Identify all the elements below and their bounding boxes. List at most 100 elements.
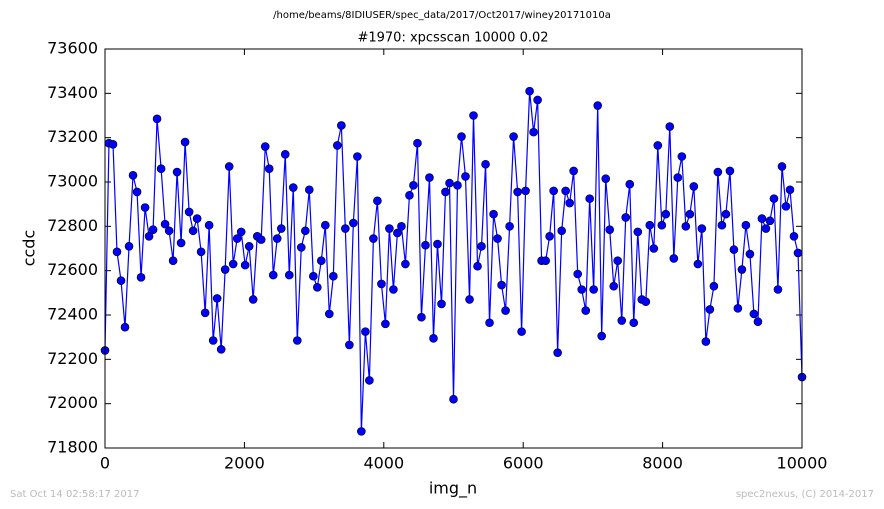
data-point (232, 234, 242, 243)
data-point (501, 306, 510, 315)
data-point (112, 247, 122, 257)
data-point (224, 162, 234, 171)
data-point (525, 86, 534, 96)
data-point (709, 281, 719, 291)
plot-frame (104, 48, 803, 449)
data-point (228, 259, 238, 269)
data-point (665, 122, 675, 131)
data-point (485, 318, 494, 328)
data-point (260, 142, 270, 151)
data-point (533, 95, 542, 105)
data-point (304, 185, 314, 195)
data-point (148, 225, 158, 234)
y-tick-label: 72200 (47, 349, 98, 368)
data-point (401, 259, 410, 269)
data-point (293, 336, 302, 345)
suptitle: /home/beams/8IDIUSER/spec_data/2017/Oct2… (273, 10, 611, 21)
data-point (673, 173, 683, 182)
data-point (437, 299, 446, 309)
data-point (585, 194, 594, 203)
data-point (216, 345, 226, 354)
data-point (389, 285, 398, 294)
data-point (781, 202, 791, 211)
data-point (144, 232, 154, 241)
data-point (316, 256, 326, 265)
data-point (248, 295, 258, 304)
data-point (489, 209, 498, 219)
y-tick-label: 72600 (47, 260, 98, 279)
data-point (445, 178, 454, 188)
data-point (357, 427, 366, 436)
data-point (208, 336, 218, 345)
data-point (777, 162, 787, 171)
data-point (152, 114, 162, 124)
data-point (629, 318, 639, 328)
x-tick-label: 8000 (642, 454, 683, 473)
data-point (425, 173, 434, 182)
data-point (509, 132, 518, 141)
data-point (429, 333, 438, 343)
y-tick-label: 73400 (47, 83, 98, 102)
data-point (765, 216, 775, 226)
data-point (505, 222, 514, 231)
data-point (108, 140, 118, 149)
data-point (649, 244, 659, 253)
data-point (549, 186, 558, 196)
data-point (132, 187, 142, 197)
data-point (693, 259, 703, 269)
data-point (593, 101, 603, 110)
data-point (545, 232, 554, 241)
data-point (733, 304, 743, 313)
data-point (449, 394, 458, 404)
data-point (613, 256, 623, 265)
data-point (176, 238, 186, 248)
data-point (497, 280, 506, 290)
data-point (417, 312, 426, 322)
x-tick-label: 10000 (777, 454, 828, 473)
data-point (345, 340, 354, 350)
data-point (769, 194, 779, 203)
data-point (409, 181, 418, 190)
data-point (296, 243, 306, 252)
data-point (140, 203, 150, 212)
data-point (220, 265, 230, 274)
data-point (701, 337, 711, 346)
data-point (573, 269, 583, 279)
data-point (264, 164, 274, 173)
data-point (337, 121, 346, 130)
data-point (657, 220, 667, 230)
data-point (645, 220, 655, 230)
data-point (697, 224, 707, 233)
data-point (689, 182, 699, 191)
data-point (240, 260, 250, 270)
data-point (597, 331, 606, 341)
data-point (793, 248, 803, 258)
data-point (284, 270, 294, 280)
footer-right: spec2nexus, (C) 2014-2017 (736, 489, 874, 500)
x-tick-label: 4000 (363, 454, 404, 473)
data-point (601, 174, 611, 183)
data-point (617, 316, 627, 325)
data-point (473, 261, 482, 271)
data-point (321, 220, 330, 230)
data-point (377, 279, 386, 289)
data-point (349, 218, 358, 228)
data-point (164, 226, 174, 236)
data-point (381, 319, 390, 329)
data-point (577, 285, 586, 294)
data-point (192, 214, 202, 223)
data-point (309, 271, 318, 281)
data-point (785, 185, 795, 195)
data-point (553, 348, 562, 357)
data-point (481, 159, 490, 169)
data-point (493, 234, 502, 243)
data-point (280, 149, 290, 159)
data-point (557, 226, 566, 236)
data-point (361, 327, 370, 336)
data-point (329, 271, 338, 281)
data-point (268, 270, 278, 280)
data-point (609, 281, 619, 291)
data-point (677, 152, 687, 161)
footer-left: Sat Oct 14 02:58:17 2017 (10, 489, 140, 500)
